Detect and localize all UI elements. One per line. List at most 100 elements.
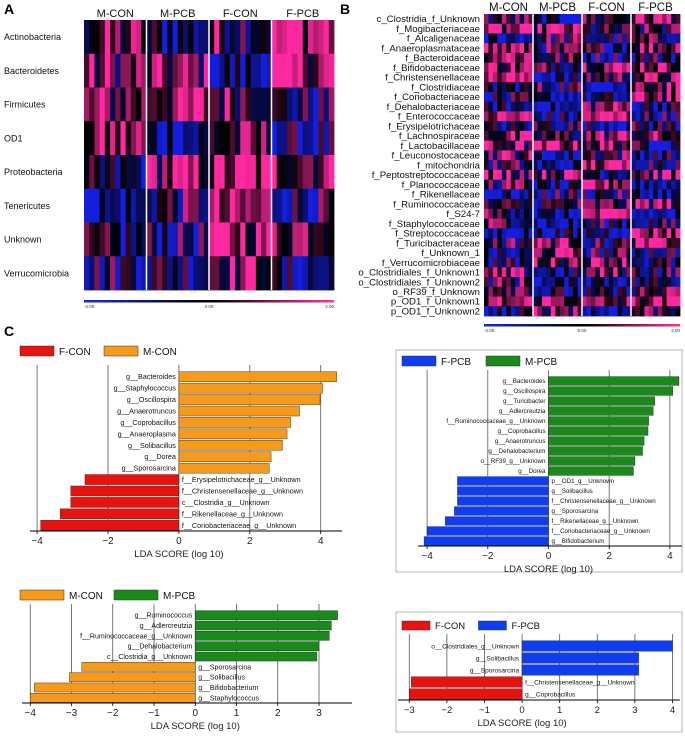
heatmap-cell <box>125 87 132 122</box>
heatmap-cell <box>271 53 278 88</box>
heatmap-cell <box>497 82 503 93</box>
heatmap-cell <box>537 286 543 297</box>
heatmap-cell <box>510 228 516 239</box>
heatmap-cell <box>497 189 503 200</box>
heatmap-cell <box>648 238 654 249</box>
heatmap-cell <box>94 87 101 122</box>
heatmap-cell <box>167 87 173 122</box>
heatmap-cell <box>631 169 636 181</box>
heatmap-cell <box>582 247 587 258</box>
heatmap-cell <box>577 286 583 297</box>
heatmap-cell <box>501 121 507 132</box>
x-tick-label: 1 <box>557 705 562 716</box>
heatmap-cell <box>555 267 561 278</box>
heatmap-cell <box>639 160 645 171</box>
heatmap-cell <box>617 140 623 151</box>
heatmap-cell <box>639 189 645 200</box>
lda-bar <box>178 417 291 428</box>
heatmap-cell <box>492 160 498 171</box>
heatmap-cell <box>287 121 293 156</box>
heatmap-cell <box>510 160 516 171</box>
bar-label: g__Oscillospira <box>503 388 546 395</box>
heatmap-cell <box>528 257 534 268</box>
bar-label: g__Coprobacillus <box>498 428 546 435</box>
heatmap-cell <box>541 72 547 83</box>
heatmap-cell <box>497 296 503 307</box>
heatmap-cell <box>524 218 529 229</box>
heatmap-cell <box>626 111 632 122</box>
heatmap-cell <box>635 82 641 93</box>
lda-bar <box>548 376 680 386</box>
heatmap-cell <box>582 179 587 190</box>
heatmap-cell <box>648 72 654 83</box>
heatmap-cell <box>172 53 179 88</box>
heatmap-cell <box>622 267 627 278</box>
heatmap-cell <box>644 208 650 219</box>
heatmap-cell <box>648 23 654 34</box>
heatmap-cell <box>666 72 672 83</box>
heatmap-cell <box>302 222 309 257</box>
lda-bar <box>70 485 180 497</box>
heatmap-row-label: o_Clostridiales_f_Unknown1 <box>358 268 480 279</box>
heatmap-cell <box>666 14 672 25</box>
heatmap-cell <box>484 140 489 151</box>
heatmap-cell <box>671 111 676 122</box>
heatmap-cell <box>488 218 494 229</box>
group-label: M-CON <box>97 8 134 20</box>
heatmap-cell <box>537 140 543 151</box>
heatmap-cell <box>595 296 601 307</box>
heatmap-cell <box>644 52 650 64</box>
heatmap-cell <box>506 150 512 161</box>
heatmap-cell <box>484 286 489 297</box>
heatmap-cell <box>675 267 681 278</box>
heatmap-cell <box>626 82 632 93</box>
heatmap-cell <box>648 169 654 181</box>
heatmap-cell <box>167 222 173 257</box>
bar-label: g__Solibacillus <box>128 441 176 450</box>
heatmap-cell <box>484 199 489 210</box>
heatmap-cell <box>613 14 619 25</box>
scale-max-label: 2.00 <box>325 304 334 309</box>
heatmap-cell <box>281 188 288 223</box>
heatmap-cell <box>120 121 127 156</box>
heatmap-cell <box>484 121 489 132</box>
heatmap-cell <box>631 130 636 142</box>
heatmap-cell <box>492 277 498 288</box>
heatmap-cell <box>515 179 521 190</box>
heatmap-cell <box>582 257 587 268</box>
heatmap-cell <box>608 43 614 54</box>
heatmap-cell <box>613 179 619 190</box>
heatmap-cell <box>541 296 547 307</box>
heatmap-cell <box>582 82 587 93</box>
heatmap-cell <box>577 130 583 142</box>
heatmap-cell <box>568 296 574 307</box>
heatmap-cell <box>559 267 565 278</box>
heatmap-cell <box>662 150 668 161</box>
heatmap-cell <box>104 53 111 88</box>
heatmap-cell <box>515 91 521 103</box>
heatmap-cell <box>188 87 194 122</box>
heatmap-cell <box>590 150 596 161</box>
heatmap-cell <box>639 257 645 268</box>
lda-bar <box>30 693 196 703</box>
heatmap-cell <box>524 277 529 288</box>
heatmap-cell <box>276 121 283 156</box>
heatmap-cell <box>524 130 529 142</box>
heatmap-cell <box>555 43 561 54</box>
heatmap-cell <box>524 101 529 112</box>
heatmap-cell <box>110 53 116 88</box>
heatmap-cell <box>492 33 498 44</box>
heatmap-cell <box>501 130 507 142</box>
heatmap-cell <box>250 188 257 223</box>
heatmap-cell <box>671 218 676 229</box>
lda-bar <box>409 688 523 700</box>
heatmap-cell <box>506 33 512 44</box>
heatmap-cell <box>203 121 210 156</box>
heatmap-cell <box>287 20 293 55</box>
heatmap-cell <box>115 121 121 156</box>
heatmap-cell <box>146 256 153 291</box>
heatmap-cell <box>546 160 552 171</box>
heatmap-cell <box>577 277 583 288</box>
heatmap-cell <box>671 208 676 219</box>
